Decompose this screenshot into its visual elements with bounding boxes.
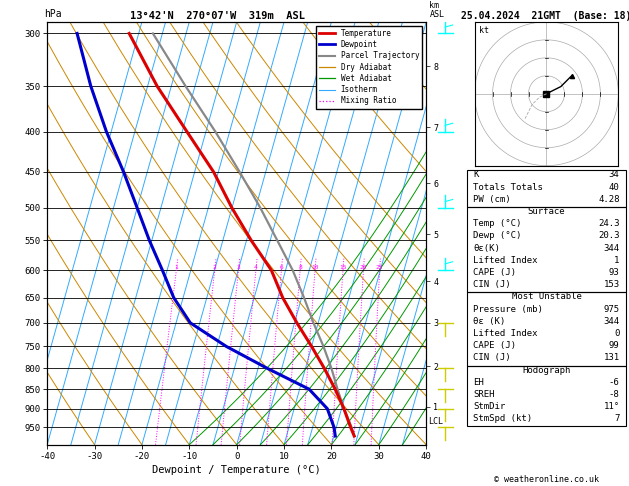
Text: © weatheronline.co.uk: © weatheronline.co.uk [494,474,599,484]
Text: Lifted Index: Lifted Index [474,329,538,338]
Bar [467,365,626,426]
Text: 7: 7 [614,414,620,423]
Text: 1: 1 [174,265,178,270]
Text: hPa: hPa [44,9,62,19]
Text: SREH: SREH [474,390,495,399]
Text: 8: 8 [298,265,302,270]
Text: Most Unstable: Most Unstable [511,293,581,301]
Text: km
ASL: km ASL [430,1,444,19]
Text: 153: 153 [603,280,620,289]
Text: 1: 1 [614,256,620,265]
Text: kt: kt [479,26,489,35]
Text: StmSpd (kt): StmSpd (kt) [474,414,533,423]
Text: -6: -6 [609,378,620,387]
Text: EH: EH [474,378,484,387]
Text: CAPE (J): CAPE (J) [474,341,516,350]
Text: 93: 93 [609,268,620,277]
X-axis label: Dewpoint / Temperature (°C): Dewpoint / Temperature (°C) [152,465,321,475]
Text: θε (K): θε (K) [474,317,506,326]
Text: 11°: 11° [603,402,620,411]
Text: 131: 131 [603,353,620,363]
Text: Pressure (mb): Pressure (mb) [474,305,543,313]
Text: 20: 20 [360,265,367,270]
Text: -8: -8 [609,390,620,399]
Text: StmDir: StmDir [474,402,506,411]
Legend: Temperature, Dewpoint, Parcel Trajectory, Dry Adiabat, Wet Adiabat, Isotherm, Mi: Temperature, Dewpoint, Parcel Trajectory… [316,26,423,108]
Text: Surface: Surface [528,207,565,216]
Text: 20.3: 20.3 [598,231,620,241]
Bar [467,171,626,207]
Text: 10: 10 [311,265,319,270]
Text: 6: 6 [279,265,283,270]
Text: CIN (J): CIN (J) [474,280,511,289]
Text: CIN (J): CIN (J) [474,353,511,363]
Text: 4: 4 [254,265,258,270]
Text: 25: 25 [376,265,384,270]
Text: 4.28: 4.28 [598,195,620,204]
Text: 344: 344 [603,243,620,253]
Text: 3: 3 [237,265,240,270]
Text: LCL: LCL [428,417,443,426]
Text: 0: 0 [614,329,620,338]
Text: 13°42'N  270°07'W  319m  ASL: 13°42'N 270°07'W 319m ASL [130,11,305,21]
Bar [467,207,626,293]
Text: 15: 15 [339,265,347,270]
Text: 2: 2 [213,265,216,270]
Text: Dewp (°C): Dewp (°C) [474,231,522,241]
Text: 975: 975 [603,305,620,313]
Text: PW (cm): PW (cm) [474,195,511,204]
Text: Lifted Index: Lifted Index [474,256,538,265]
Bar [467,293,626,365]
Text: 99: 99 [609,341,620,350]
Text: 34: 34 [609,171,620,179]
Text: Totals Totals: Totals Totals [474,183,543,191]
Text: θε(K): θε(K) [474,243,500,253]
Text: K: K [474,171,479,179]
Text: 344: 344 [603,317,620,326]
Text: 40: 40 [609,183,620,191]
Text: 24.3: 24.3 [598,219,620,228]
Text: Temp (°C): Temp (°C) [474,219,522,228]
Text: Hodograph: Hodograph [522,365,571,375]
Text: CAPE (J): CAPE (J) [474,268,516,277]
Text: 25.04.2024  21GMT  (Base: 18): 25.04.2024 21GMT (Base: 18) [461,11,629,21]
